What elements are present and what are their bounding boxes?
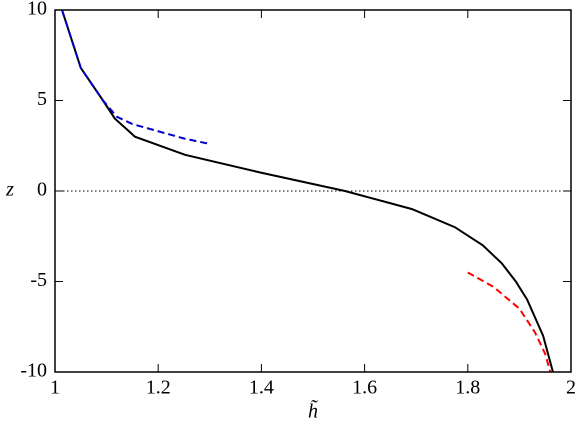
x-tick-label: 1.8 xyxy=(455,377,480,399)
y-tick-label: -5 xyxy=(30,269,47,291)
x-tick-label: 2 xyxy=(566,377,576,399)
y-axis-label: z xyxy=(5,179,14,201)
series-line xyxy=(61,9,554,373)
x-tick-label: 1.4 xyxy=(249,377,274,399)
x-tick-label: 1.2 xyxy=(146,377,171,399)
y-tick-label: 0 xyxy=(37,179,47,201)
x-axis-label: h̃ xyxy=(308,399,318,423)
y-tick-label: 10 xyxy=(27,0,47,20)
x-tick-label: 1.6 xyxy=(352,377,377,399)
series-line xyxy=(467,271,552,373)
y-tick-label: -10 xyxy=(20,360,47,382)
y-tick-label: 5 xyxy=(37,88,47,110)
plot-frame xyxy=(54,9,572,373)
series-line xyxy=(61,9,211,145)
x-tick-label: 1 xyxy=(50,377,60,399)
